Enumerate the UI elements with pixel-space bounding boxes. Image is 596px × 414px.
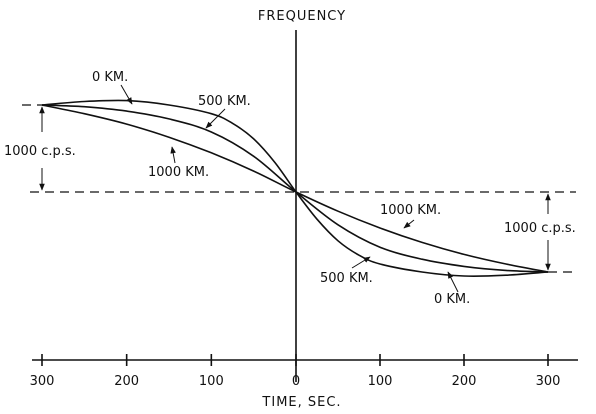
x-tick-label: 200 — [114, 374, 139, 389]
pointer-0km-right — [447, 271, 459, 293]
label-1000km-right: 1000 KM. — [380, 203, 441, 218]
scale-label-right: 1000 c.p.s. — [504, 221, 576, 236]
label-0km-right: 0 KM. — [434, 292, 470, 307]
pointer-0km-left — [120, 84, 133, 105]
x-axis-title: TIME, SEC. — [261, 395, 341, 410]
scale-label-left: 1000 c.p.s. — [4, 144, 76, 159]
curve-labels: 0 KM. 500 KM. 1000 KM. 1000 KM. 500 KM. … — [92, 70, 470, 307]
label-1000km-left: 1000 KM. — [148, 165, 209, 180]
label-500km-left: 500 KM. — [198, 94, 251, 109]
pointer-500km-left — [205, 108, 226, 129]
pointer-500km-right — [351, 256, 371, 269]
pointer-1000km-right — [403, 219, 415, 229]
series-line-0km — [41, 99, 549, 277]
x-tick-label: 100 — [368, 374, 393, 389]
x-tick-label: 300 — [536, 374, 561, 389]
x-ticks: 300 200 100 0 100 200 300 — [30, 354, 561, 389]
y-axis-title: FREQUENCY — [258, 9, 346, 24]
label-500km-right: 500 KM. — [320, 271, 373, 286]
series-line-1000km — [41, 104, 549, 273]
pointer-1000km-left — [170, 146, 176, 164]
x-tick-label: 0 — [292, 374, 300, 389]
series-line-500km — [41, 104, 549, 273]
scale-left: 1000 c.p.s. — [4, 106, 76, 191]
x-tick-label: 100 — [199, 374, 224, 389]
x-tick-label: 200 — [452, 374, 477, 389]
series-group — [41, 99, 549, 277]
x-tick-label: 300 — [30, 374, 55, 389]
label-0km-left: 0 KM. — [92, 70, 128, 85]
scale-right: 1000 c.p.s. — [504, 193, 576, 273]
